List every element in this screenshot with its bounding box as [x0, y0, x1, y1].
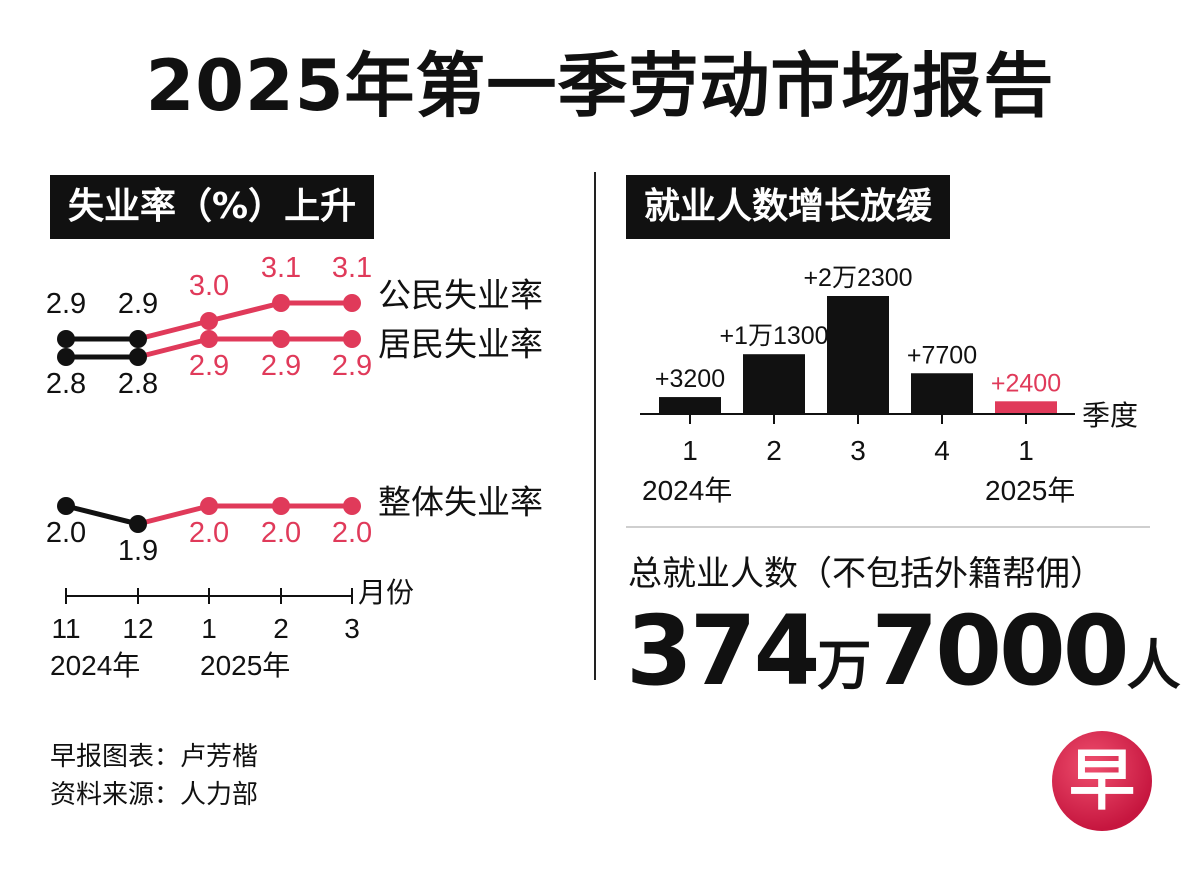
- citizen-value-label: 2.9: [118, 288, 158, 320]
- zaobao-logo: 早: [1052, 731, 1152, 831]
- citizen-point: [272, 294, 290, 312]
- citizen-value-label: 2.9: [46, 288, 86, 320]
- page-title: 2025年第一季劳动市场报告: [145, 45, 1055, 127]
- citizen-value-label: 3.0: [189, 270, 229, 302]
- resident-value-label: 2.8: [46, 368, 86, 400]
- overall-series-name: 整体失业率: [378, 484, 543, 521]
- employment-bar: [827, 296, 889, 414]
- overall-line-segment: [135, 503, 212, 527]
- overall-value-label: 2.0: [261, 517, 301, 549]
- citizen-point: [200, 312, 218, 330]
- overall-value-label: 2.0: [46, 517, 86, 549]
- total-employment-value: 374万7000人: [626, 596, 1181, 734]
- bar-x-tick-label: 1: [1018, 435, 1034, 466]
- overall-point: [343, 497, 361, 515]
- citizen-value-label: 3.1: [332, 252, 372, 284]
- total-rest-number: 7000: [871, 595, 1129, 707]
- resident-point: [200, 330, 218, 348]
- line-x-tick-label: 2: [273, 613, 289, 644]
- employment-bar-label: +3200: [655, 365, 725, 393]
- citizen-value-label: 3.1: [261, 252, 301, 284]
- resident-point: [343, 330, 361, 348]
- citizen-point: [343, 294, 361, 312]
- bar-year-label: 2024年: [642, 475, 732, 506]
- resident-line-segment: [135, 336, 212, 360]
- overall-line-segment: [63, 503, 141, 527]
- line-x-tick-label: 11: [51, 613, 80, 644]
- resident-value-label: 2.9: [261, 350, 301, 382]
- credits: 早报图表：卢芳楷 资料来源：人力部: [50, 738, 258, 814]
- employment-bar: [911, 373, 973, 414]
- bar-x-tick-label: 3: [850, 435, 866, 466]
- resident-point: [57, 348, 75, 366]
- employment-bar-label: +7700: [907, 341, 977, 369]
- resident-value-label: 2.9: [332, 350, 372, 382]
- bar-x-tick-label: 4: [934, 435, 950, 466]
- citizen-point: [57, 330, 75, 348]
- overall-point: [129, 515, 147, 533]
- line-year-label: 2025年: [200, 650, 290, 681]
- source-credit: 资料来源：人力部: [50, 780, 259, 810]
- overall-point: [200, 497, 218, 515]
- employment-bar-label: +1万1300: [719, 322, 828, 350]
- employment-bar-label: +2400: [991, 369, 1061, 397]
- resident-point: [129, 348, 147, 366]
- employment-bar: [743, 354, 805, 414]
- citizen-line-segment: [135, 318, 212, 342]
- citizen-series-name: 公民失业率: [378, 277, 543, 314]
- unemployment-heading: 失业率（%）上升: [50, 175, 375, 239]
- employment-bar: [995, 401, 1057, 414]
- employment-bar-label: +2万2300: [803, 264, 912, 292]
- employment-heading: 就业人数增长放缓: [626, 175, 951, 239]
- total-person-unit: 人: [1126, 634, 1181, 697]
- graphics-credit: 早报图表：卢芳楷: [50, 742, 259, 772]
- total-wan-number: 374: [626, 595, 820, 707]
- total-employment-label: 总就业人数（不包括外籍帮佣）: [628, 554, 1104, 594]
- bar-x-unit: 季度: [1082, 400, 1138, 431]
- overall-value-label: 1.9: [118, 535, 158, 567]
- employment-bar-chart: +3200 1 +1万1300 2 +2万2300 3 +7700 4 +2400 1 季度 2024…: [640, 264, 1138, 506]
- overall-point: [57, 497, 75, 515]
- line-x-tick-label: 3: [344, 613, 360, 644]
- line-x-tick-label: 12: [122, 613, 153, 644]
- resident-value-label: 2.9: [189, 350, 229, 382]
- line-x-tick-label: 1: [201, 613, 217, 644]
- bar-year-label: 2025年: [985, 475, 1075, 506]
- resident-value-label: 2.8: [118, 368, 158, 400]
- horizontal-divider: [626, 526, 1150, 528]
- employment-bar: [659, 397, 721, 414]
- bar-x-tick-label: 1: [682, 435, 698, 466]
- citizen-point: [129, 330, 147, 348]
- overall-point: [272, 497, 290, 515]
- total-wan-unit: 万: [817, 634, 872, 697]
- bar-x-tick-label: 2: [766, 435, 782, 466]
- overall-value-label: 2.0: [189, 517, 229, 549]
- resident-series-name: 居民失业率: [378, 326, 543, 363]
- overall-value-label: 2.0: [332, 517, 372, 549]
- line-x-unit: 月份: [358, 577, 414, 608]
- resident-point: [272, 330, 290, 348]
- vertical-divider: [594, 172, 596, 680]
- line-year-label: 2024年: [50, 650, 140, 681]
- citizen-line-segment: [206, 300, 284, 324]
